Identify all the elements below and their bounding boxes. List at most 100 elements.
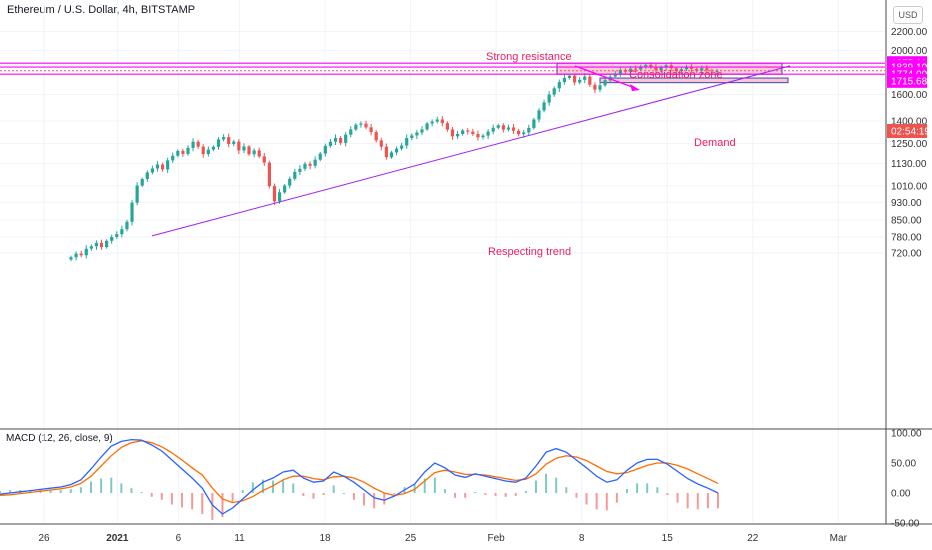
candle [639,66,643,70]
candle [94,242,99,247]
macd-y-tick-label: 100.00 [891,429,922,440]
candle [140,178,144,186]
macd-histogram-bar [454,493,457,498]
candle [649,64,653,68]
candle [191,141,195,148]
macd-histogram-bar [555,477,558,493]
x-tick-label: 2021 [106,533,129,544]
macd-histogram-bar [605,493,608,511]
y-tick-label: 1130.00 [891,159,927,170]
candle [176,150,180,156]
candle [420,129,424,133]
candle [227,137,231,144]
candle [84,248,88,256]
candle [338,138,343,143]
candle [389,152,394,158]
demand-zone [599,77,789,84]
candle [303,163,307,169]
candle [120,229,124,235]
candle [242,146,246,151]
macd-histogram-bar [504,493,507,497]
macd-histogram-bar [615,493,618,503]
macd-histogram-bar [545,473,548,493]
candle [430,121,434,124]
macd-histogram-bar [221,493,224,517]
candle [588,76,592,85]
candle [491,127,495,132]
candle [221,137,226,140]
y-tick-label: 850.00 [891,216,922,227]
x-tick-label: 6 [176,533,182,544]
candle [196,141,200,147]
candle [272,186,277,202]
candle [654,67,658,70]
candle [527,127,531,133]
candle [186,147,190,154]
y-tick-label: 930.00 [891,198,922,209]
resistance-arrow-head [630,84,640,91]
y-tick-label: 1400.00 [891,117,928,128]
x-tick-label: 25 [405,533,417,544]
candle [603,80,607,86]
macd-histogram-bar [565,487,568,493]
x-tick-label: 11 [234,533,245,544]
candle [211,146,216,150]
candle [298,168,302,172]
macd-histogram-bar [585,493,588,505]
candle [99,242,104,248]
candle [364,123,368,128]
macd-title: MACD (12, 26, close, 9) [6,433,113,444]
macd-histogram-bar [79,487,82,493]
candle [415,132,419,136]
candle [659,67,663,70]
candle [501,125,505,130]
macd-histogram-bar [110,477,113,493]
currency-button[interactable]: USD [893,6,923,24]
candle [237,141,241,151]
candle [715,70,719,72]
candle [160,164,165,170]
candle [547,94,551,103]
y-tick-label: 780.00 [891,233,922,244]
macd-y-tick-label: 50.00 [891,459,916,470]
macd-histogram-bar [59,490,62,493]
price-label-text: 02:54:19 [891,127,930,138]
candle [552,88,556,95]
x-tick-label: 18 [319,533,331,544]
macd-histogram-bar [100,478,103,493]
macd-histogram-bar [656,487,659,493]
candle [79,253,83,256]
macd-histogram-bar [494,493,497,496]
candle [628,68,633,72]
macd-histogram-bar [595,493,598,510]
candle [379,140,383,147]
candle [150,168,154,173]
macd-histogram-bar [29,490,32,493]
macd-histogram-bar [686,493,689,509]
candle [344,134,348,143]
candle [166,160,170,170]
macd-histogram-bar [302,493,305,496]
macd-histogram-bar [130,488,133,493]
macd-histogram-bar [150,493,153,497]
candle [522,132,526,135]
candle [674,68,678,72]
candle [710,70,714,72]
candle [511,127,516,131]
macd-histogram-bar [666,493,669,495]
macd-histogram-bar [373,493,376,509]
price-label-badge [887,124,927,138]
macd-histogram-bar [231,493,234,502]
y-tick-label: 1600.00 [891,90,928,101]
candle [74,253,78,258]
price-label-text: 1715.68 [891,76,928,87]
candle [171,155,175,161]
candle [506,127,511,130]
candle [410,135,414,139]
candle [684,67,689,70]
macd-histogram-bar [0,491,1,493]
macd-histogram-bar [49,490,52,493]
macd-line [0,438,719,515]
macd-histogram-bar [352,493,355,500]
